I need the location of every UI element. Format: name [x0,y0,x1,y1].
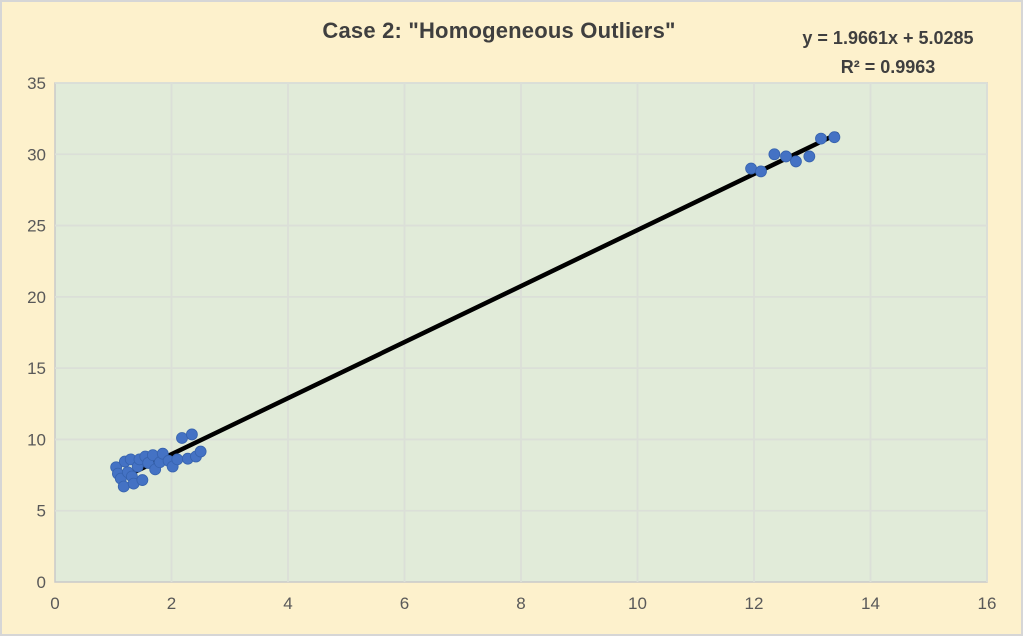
x-axis-tick-label: 12 [745,594,764,613]
y-axis-tick-label: 20 [27,288,46,307]
scatter-point [790,155,802,168]
scatter-point [745,162,757,175]
y-axis-tick-label: 30 [27,145,46,164]
scatter-point [194,445,207,458]
y-axis-tick-label: 15 [27,359,46,378]
scatter-point [815,132,827,145]
x-axis-tick-label: 10 [628,594,647,613]
chart-title: Case 2: "Homogeneous Outliers" [322,18,676,43]
y-axis-tick-label: 10 [27,430,46,449]
scatter-point [117,480,130,493]
scatter-point [828,131,841,144]
scatter-point [136,474,149,486]
scatter-point [185,428,198,441]
scatter-point [780,150,792,163]
scatter-point [803,150,816,163]
x-axis-tick-label: 6 [400,594,409,613]
scatter-point [176,432,188,444]
r-squared-value: R² = 0.9963 [840,57,936,77]
scatter-point [171,453,184,466]
y-axis-tick-label: 0 [37,573,46,592]
x-axis-tick-label: 8 [516,594,525,613]
y-axis-tick-label: 5 [37,502,46,521]
x-axis-tick-label: 16 [978,594,997,613]
trendline-equation: y = 1.9661x + 5.0285 [802,28,974,48]
scatter-point [768,148,781,161]
x-axis-tick-label: 2 [167,594,176,613]
scatter-point [755,165,767,178]
x-axis-tick-label: 4 [283,594,292,613]
trendline-equation-block: y = 1.9661x + 5.0285 R² = 0.9963 [770,24,1006,82]
trendline [116,131,839,482]
y-axis-tick-label: 35 [27,74,46,93]
x-axis-tick-label: 0 [50,594,59,613]
x-axis-tick-label: 14 [861,594,880,613]
y-axis-tick-label: 25 [27,217,46,236]
